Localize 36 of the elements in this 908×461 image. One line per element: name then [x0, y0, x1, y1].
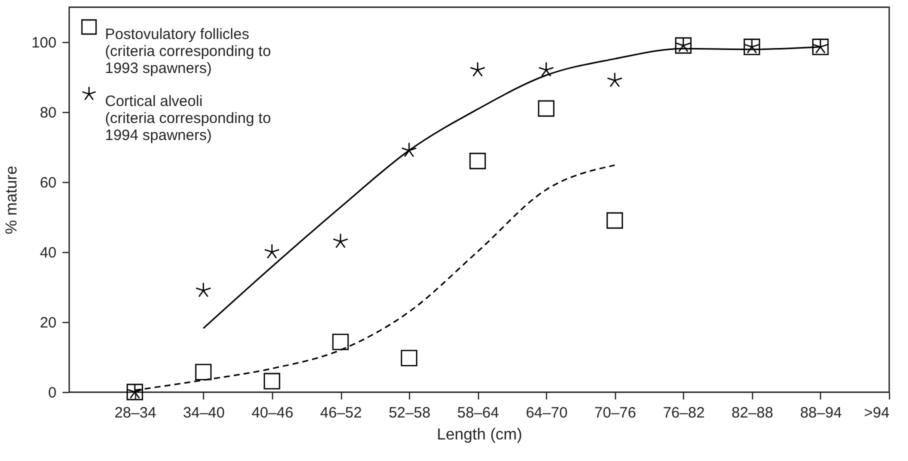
point	[332, 334, 349, 350]
y-axis-title: % mature	[3, 166, 20, 234]
point	[606, 212, 623, 229]
y-tick-label: 60	[40, 174, 56, 192]
legend-label: Cortical alveoli (criteria corresponding to 1994 spawners)	[105, 93, 271, 144]
x-tick-label: 46–52	[320, 404, 362, 422]
x-tick-label: 34–40	[183, 404, 225, 422]
y-tick-label: 0	[48, 384, 56, 402]
x-tick-label: 76–82	[662, 404, 705, 422]
point	[195, 364, 212, 380]
point	[401, 142, 417, 158]
legend-label: Postovulatory follicles (criteria corresponding to 1993 spawners)	[105, 26, 271, 77]
x-tick-label: 40–46	[252, 404, 294, 422]
y-tick-label: 20	[40, 314, 56, 332]
y-tick-label: 100	[31, 34, 56, 52]
x-tick-label: 64–70	[526, 404, 568, 422]
point	[470, 62, 486, 77]
y-tick-label: 80	[40, 104, 56, 122]
point	[400, 350, 418, 366]
x-tick-label: 58–64	[457, 404, 499, 422]
x-tick-label: >94	[864, 404, 890, 422]
y-tick-label: 40	[40, 244, 56, 262]
x-axis-title: Length (cm)	[436, 426, 522, 444]
point	[538, 100, 554, 117]
point	[196, 282, 212, 298]
x-tick-label: 88–94	[800, 404, 842, 422]
point	[606, 72, 623, 88]
point	[469, 152, 486, 170]
point	[264, 372, 280, 390]
x-tick-label: 70–76	[594, 404, 636, 422]
x-tick-label: 52–58	[388, 404, 430, 422]
point	[264, 244, 280, 259]
x-tick-label: 28–34	[114, 404, 156, 422]
x-tick-label: 82–88	[732, 404, 774, 422]
point	[538, 62, 554, 77]
point	[332, 233, 348, 248]
